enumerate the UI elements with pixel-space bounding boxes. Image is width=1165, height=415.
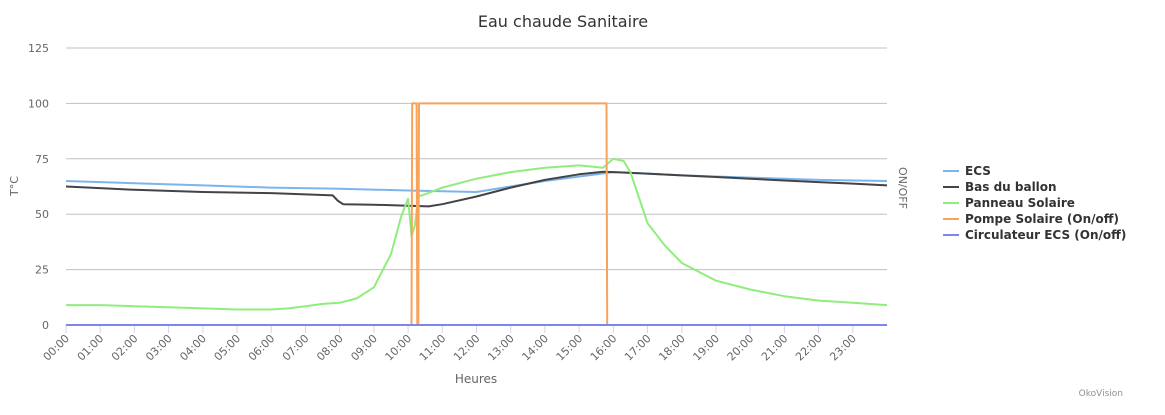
- x-tick-label: 12:00: [451, 332, 483, 364]
- x-tick-label: 00:00: [41, 332, 73, 364]
- x-tick-label: 19:00: [690, 332, 722, 364]
- grid-lines: [66, 47, 887, 326]
- legend: ECS Bas du ballon Panneau Solaire Pompe Sol…: [943, 164, 1126, 242]
- y-tick-label: 25: [35, 264, 49, 277]
- legend-item[interactable]: Bas du ballon: [965, 180, 1057, 194]
- y-axis-ticks: 0 25 50 75 100 125: [28, 42, 49, 332]
- x-axis-title: Heures: [455, 372, 497, 386]
- x-tick-label: 08:00: [314, 332, 346, 364]
- legend-item[interactable]: Pompe Solaire (On/off): [965, 212, 1119, 226]
- y-tick-label: 100: [28, 97, 49, 110]
- x-tick-label: 01:00: [75, 332, 107, 364]
- chart-title: Eau chaude Sanitaire: [478, 12, 648, 31]
- x-tick-label: 21:00: [759, 332, 791, 364]
- legend-item[interactable]: ECS: [965, 164, 991, 178]
- x-tick-label: 03:00: [143, 332, 175, 364]
- x-axis-ticks: 00:00 01:00 02:00 03:00 04:00 05:00 06:00 07:00…: [41, 325, 859, 364]
- x-tick-label: 16:00: [588, 332, 620, 364]
- y-axis-title: T°C: [8, 176, 21, 197]
- x-tick-label: 02:00: [109, 332, 141, 364]
- x-tick-label: 06:00: [246, 332, 278, 364]
- series-line: [66, 157, 888, 311]
- x-tick-label: 09:00: [348, 332, 380, 364]
- legend-item[interactable]: Panneau Solaire: [965, 196, 1075, 210]
- y-tick-label: 50: [35, 208, 49, 221]
- x-tick-label: 18:00: [656, 332, 688, 364]
- y-tick-label: 75: [35, 153, 49, 166]
- series-line: [65, 170, 888, 208]
- x-tick-label: 10:00: [383, 332, 415, 364]
- x-tick-label: 04:00: [177, 332, 209, 364]
- x-tick-label: 22:00: [793, 332, 825, 364]
- x-tick-label: 07:00: [280, 332, 312, 364]
- y-tick-label: 0: [42, 319, 49, 332]
- x-tick-label: 20:00: [725, 332, 757, 364]
- y-tick-label: 125: [28, 42, 49, 55]
- x-tick-label: 05:00: [212, 332, 244, 364]
- credits-label[interactable]: OkoVision: [1078, 389, 1123, 399]
- y2-axis-title: ON/OFF: [896, 167, 909, 209]
- x-tick-label: 17:00: [622, 332, 654, 364]
- x-tick-label: 23:00: [827, 332, 859, 364]
- x-tick-label: 11:00: [417, 332, 449, 364]
- x-tick-label: 15:00: [554, 332, 586, 364]
- series-line: [65, 171, 888, 193]
- legend-item[interactable]: Circulateur ECS (On/off): [965, 228, 1126, 242]
- x-tick-label: 14:00: [519, 332, 551, 364]
- series-lines: [65, 102, 888, 326]
- x-tick-label: 13:00: [485, 332, 517, 364]
